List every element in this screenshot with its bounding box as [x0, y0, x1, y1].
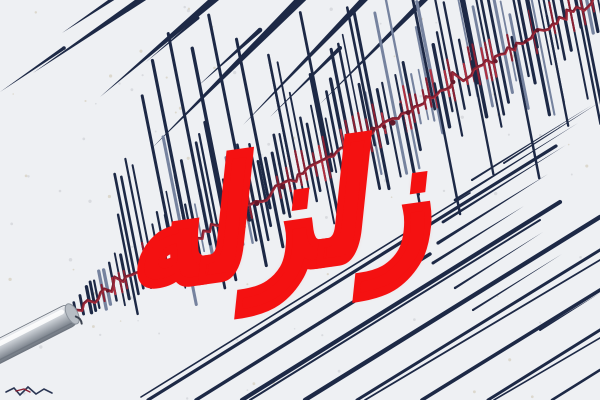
overlay-text: زلزله	[123, 93, 453, 333]
red-ink-trace	[71, 0, 600, 316]
ink-scribble	[5, 385, 53, 397]
trace-needles	[0, 0, 428, 148]
seismograph-pen-arm	[0, 303, 83, 382]
paper-speckles	[8, 4, 589, 400]
drum-trace-lines	[140, 102, 600, 400]
